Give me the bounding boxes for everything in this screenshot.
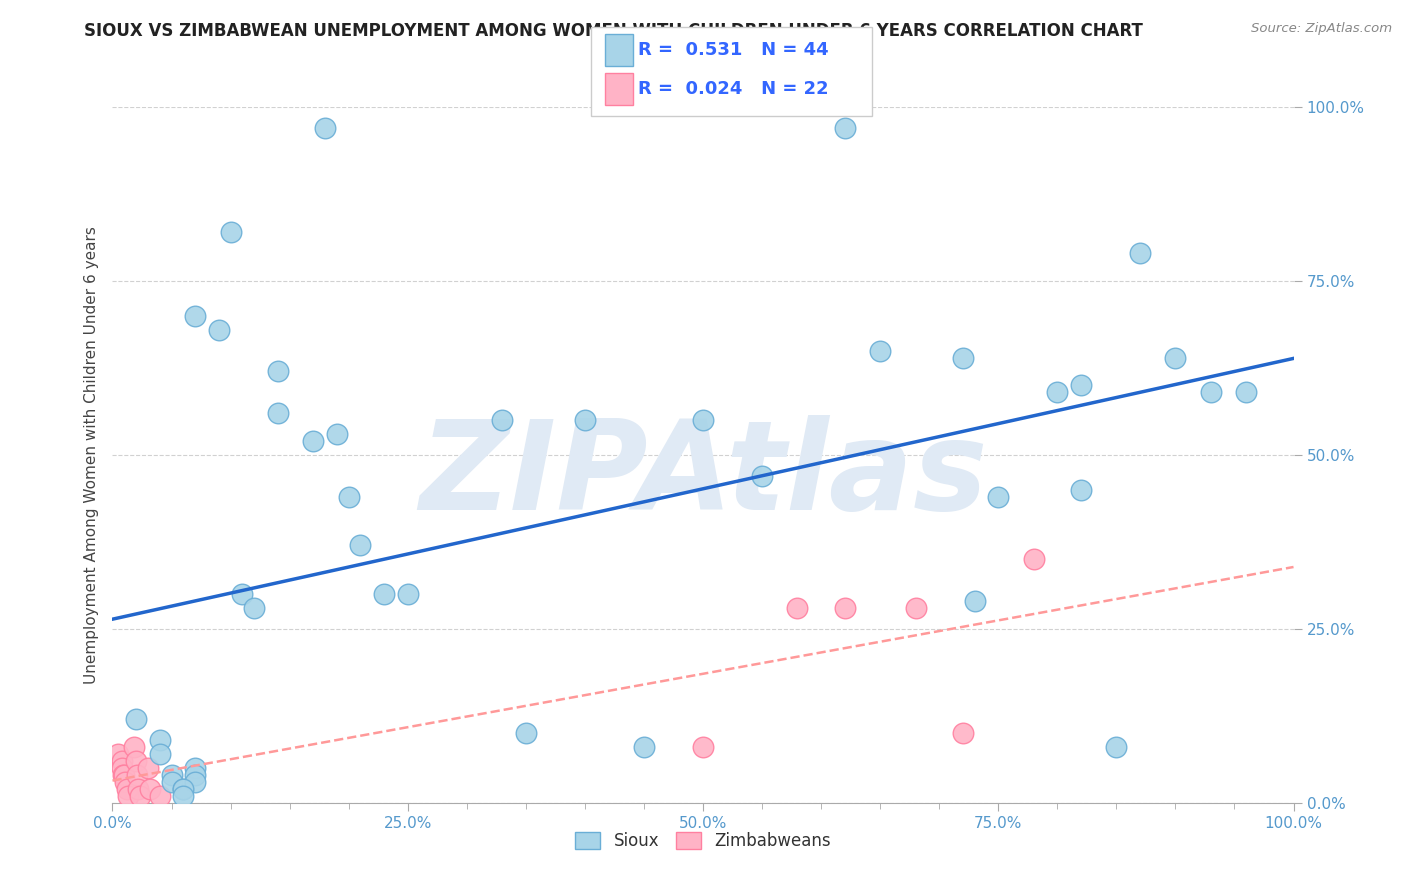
- Point: [1046, 385, 1069, 400]
- Point: [184, 761, 207, 775]
- Legend: Sioux, Zimbabweans: Sioux, Zimbabweans: [568, 826, 838, 857]
- Point: [172, 781, 194, 796]
- Point: [128, 789, 150, 803]
- Point: [952, 351, 974, 365]
- Point: [122, 740, 145, 755]
- Point: [314, 120, 336, 135]
- Point: [834, 120, 856, 135]
- Point: [127, 768, 149, 782]
- Text: R =  0.531   N = 44: R = 0.531 N = 44: [638, 41, 830, 59]
- Point: [139, 781, 162, 796]
- Point: [396, 587, 419, 601]
- Point: [1070, 483, 1092, 497]
- Point: [114, 775, 136, 789]
- Point: [1199, 385, 1222, 400]
- Point: [349, 538, 371, 552]
- Point: [184, 309, 207, 323]
- Point: [337, 490, 360, 504]
- Point: [160, 768, 183, 782]
- Point: [111, 761, 134, 775]
- Point: [160, 775, 183, 789]
- Text: Source: ZipAtlas.com: Source: ZipAtlas.com: [1251, 22, 1392, 36]
- Point: [1070, 378, 1092, 392]
- Point: [869, 343, 891, 358]
- Point: [1234, 385, 1257, 400]
- Point: [633, 740, 655, 755]
- Point: [326, 427, 349, 442]
- Point: [127, 781, 149, 796]
- Point: [491, 413, 513, 427]
- Point: [963, 594, 986, 608]
- Point: [112, 768, 135, 782]
- Point: [1022, 552, 1045, 566]
- Point: [1129, 246, 1152, 260]
- Point: [184, 768, 207, 782]
- Point: [751, 468, 773, 483]
- Point: [172, 789, 194, 803]
- Point: [172, 781, 194, 796]
- Point: [515, 726, 537, 740]
- Point: [1105, 740, 1128, 755]
- Point: [243, 601, 266, 615]
- Point: [834, 601, 856, 615]
- Text: ZIPAtlas: ZIPAtlas: [419, 416, 987, 536]
- Point: [267, 406, 290, 420]
- Point: [231, 587, 253, 601]
- Point: [786, 601, 808, 615]
- Point: [952, 726, 974, 740]
- Point: [149, 733, 172, 747]
- Point: [574, 413, 596, 427]
- Point: [112, 768, 135, 782]
- Text: SIOUX VS ZIMBABWEAN UNEMPLOYMENT AMONG WOMEN WITH CHILDREN UNDER 6 YEARS CORRELA: SIOUX VS ZIMBABWEAN UNEMPLOYMENT AMONG W…: [84, 22, 1143, 40]
- Point: [267, 364, 290, 378]
- Point: [1164, 351, 1187, 365]
- Point: [136, 761, 159, 775]
- Y-axis label: Unemployment Among Women with Children Under 6 years: Unemployment Among Women with Children U…: [83, 226, 98, 684]
- Point: [373, 587, 395, 601]
- Point: [302, 434, 325, 448]
- Point: [692, 413, 714, 427]
- Point: [117, 789, 139, 803]
- Point: [692, 740, 714, 755]
- Text: R =  0.024   N = 22: R = 0.024 N = 22: [638, 80, 830, 98]
- Point: [149, 747, 172, 761]
- Point: [184, 775, 207, 789]
- Point: [219, 225, 242, 239]
- Point: [111, 754, 134, 768]
- Point: [115, 781, 138, 796]
- Point: [125, 712, 148, 726]
- Point: [125, 754, 148, 768]
- Point: [208, 323, 231, 337]
- Point: [987, 490, 1010, 504]
- Point: [904, 601, 927, 615]
- Point: [149, 789, 172, 803]
- Point: [107, 747, 129, 761]
